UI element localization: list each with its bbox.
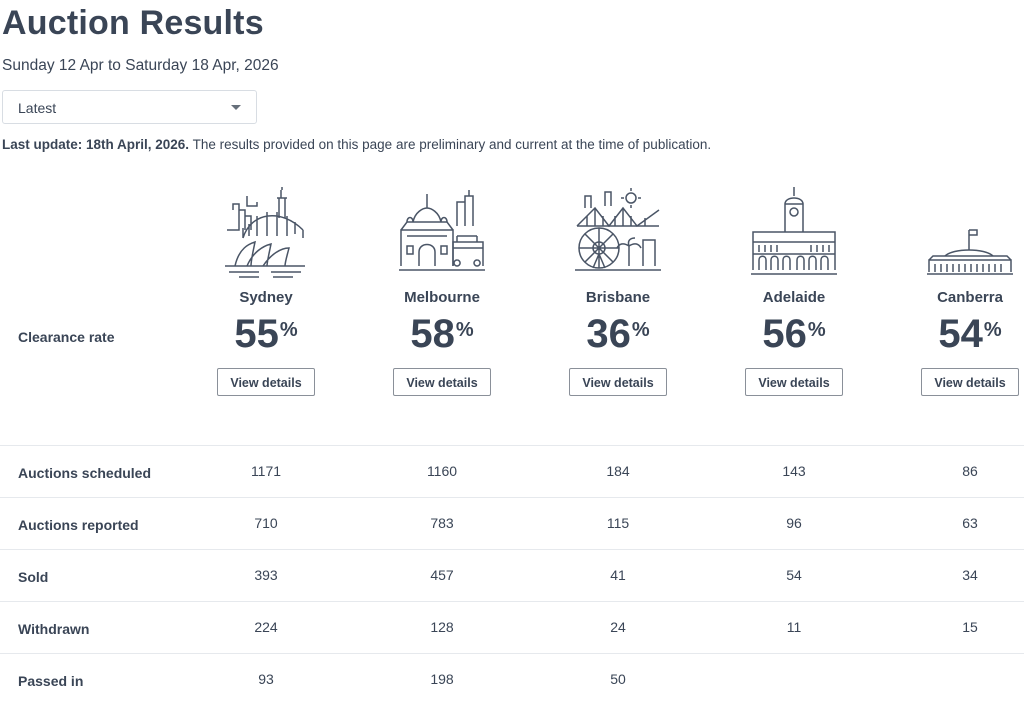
adelaide-skyline-icon [751,187,837,275]
view-details-button-sydney[interactable]: View details [217,368,315,396]
clearance-rate-number: 58 [410,312,455,356]
table-cell: 783 [430,515,454,531]
chevron-down-icon [231,105,241,110]
table-cell: 96 [786,515,802,531]
view-details-button-canberra[interactable]: View details [921,368,1019,396]
canberra-skyline-icon [927,229,1013,275]
row-label: Auctions reported [18,517,139,533]
table-cell: 41 [610,567,626,583]
row-divider [178,601,1024,602]
disclaimer-text: The results provided on this page are pr… [189,137,712,152]
table-cell: 198 [430,671,454,687]
clearance-rate-value: 54% [882,312,1024,356]
row-divider [178,549,1024,550]
city-name: Adelaide [762,289,826,306]
row-divider [0,601,178,602]
table-row: Auctions reported 710 783 115 96 63 [0,497,1024,549]
table-row: Sold 393 457 41 54 34 [0,549,1024,601]
clearance-rate-number: 36 [586,312,631,356]
row-divider [178,445,1024,446]
update-note: Last update: 18th April, 2026. The resul… [2,137,711,152]
row-label: Sold [18,569,49,585]
view-details-button-adelaide[interactable]: View details [745,368,843,396]
table-cell: 143 [782,463,806,479]
table-cell: 1160 [426,463,458,479]
page-title: Auction Results [2,4,264,42]
table-cell: 34 [962,567,978,583]
percent-symbol: % [807,319,826,341]
table-cell: 128 [430,619,454,635]
percent-symbol: % [631,319,650,341]
table-cell: 393 [254,567,278,583]
table-cell: 15 [962,619,978,635]
percent-symbol: % [279,319,298,341]
period-select-value: Latest [18,100,57,116]
table-row: Auctions scheduled 1171 1160 184 143 86 [0,445,1024,497]
city-column-adelaide: Adelaide 56% View details [706,186,882,396]
city-column-brisbane: Brisbane 36% View details [530,186,706,396]
percent-symbol: % [455,319,474,341]
row-divider [0,445,178,446]
view-details-button-brisbane[interactable]: View details [569,368,667,396]
table-cell: 54 [786,567,802,583]
clearance-rate-number: 55 [234,312,279,356]
table-cell: 710 [254,515,278,531]
city-name: Brisbane [585,289,651,306]
table-cell: 86 [962,463,978,479]
melbourne-skyline-icon [399,190,485,271]
clearance-rate-label: Clearance rate [18,329,115,345]
row-label: Withdrawn [18,621,90,637]
clearance-rate-number: 56 [762,312,807,356]
table-cell: 457 [430,567,454,583]
table-cell: 1171 [250,463,282,479]
clearance-rate-value: 56% [706,312,882,356]
city-column-canberra: Canberra 54% View details [882,186,1024,396]
city-name: Canberra [937,289,1003,306]
period-select[interactable]: Latest [2,90,257,124]
table-cell: 224 [254,619,278,635]
row-divider [178,653,1024,654]
row-divider [0,549,178,550]
view-details-button-melbourne[interactable]: View details [393,368,491,396]
date-range: Sunday 12 Apr to Saturday 18 Apr, 2026 [2,57,279,74]
table-cell: 50 [610,671,626,687]
clearance-rate-value: 36% [530,312,706,356]
clearance-rate-value: 58% [354,312,530,356]
table-cell: 184 [606,463,630,479]
city-name: Melbourne [404,289,480,306]
city-column-melbourne: Melbourne 58% View details [354,186,530,396]
table-row: Passed in 93 198 50 [0,653,1024,705]
city-column-sydney: Sydney 55% View details [178,186,354,396]
table-row: Withdrawn 224 128 24 11 15 [0,601,1024,653]
stats-table: Auctions scheduled 1171 1160 184 143 86 … [0,445,1024,705]
row-label: Passed in [18,673,84,689]
table-cell: 24 [610,619,626,635]
brisbane-skyline-icon [575,188,661,271]
last-update-label: Last update: 18th April, 2026. [2,137,190,152]
sydney-skyline-icon [225,187,305,278]
row-divider [0,497,178,498]
percent-symbol: % [983,319,1002,341]
table-cell: 63 [962,515,978,531]
clearance-rate-value: 55% [178,312,354,356]
table-cell: 115 [606,515,630,531]
row-divider [178,497,1024,498]
table-cell: 11 [786,619,802,635]
table-cell: 93 [258,671,274,687]
row-label: Auctions scheduled [18,465,152,481]
city-name: Sydney [239,289,293,306]
clearance-rate-number: 54 [938,312,983,356]
row-divider [0,653,178,654]
